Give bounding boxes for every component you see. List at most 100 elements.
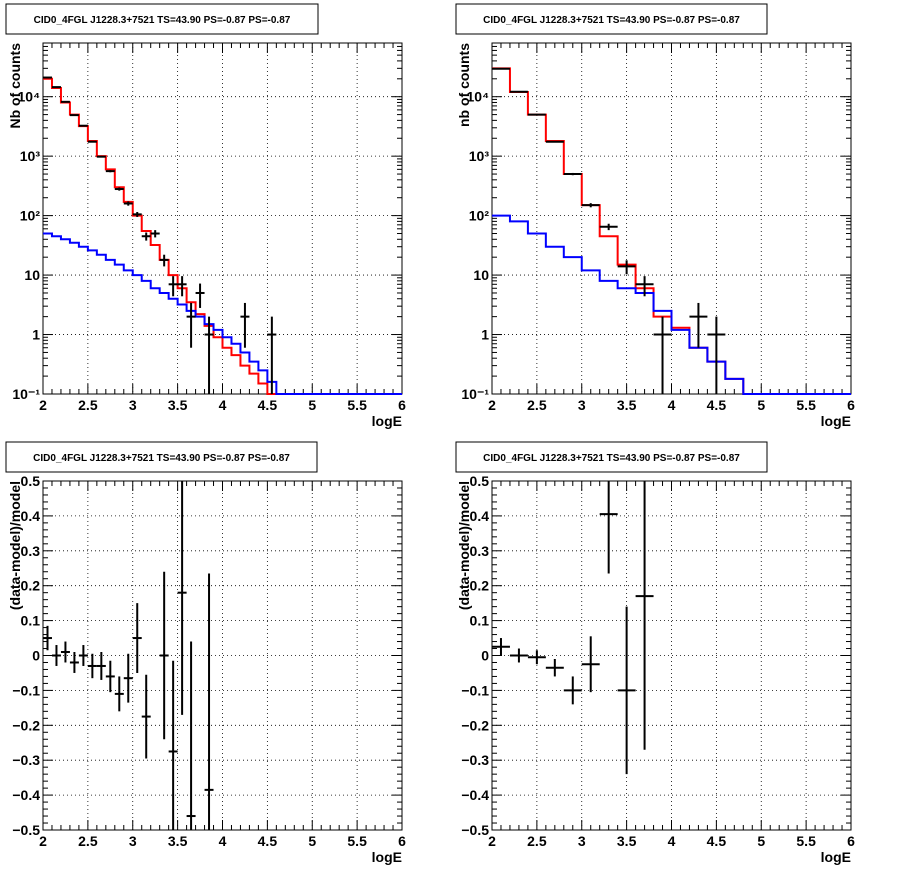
data-point — [195, 283, 205, 308]
data-point — [132, 212, 142, 217]
data-point — [492, 638, 510, 656]
model-series-2 — [492, 214, 851, 395]
y-tick-label: 0 — [481, 648, 489, 664]
data-point — [527, 113, 546, 116]
x-tick-label: 3.5 — [168, 397, 188, 413]
x-tick-label: 4 — [219, 833, 227, 849]
x-tick-label: 6 — [847, 833, 855, 849]
data-point — [599, 481, 618, 574]
y-tick-label: −0.5 — [12, 822, 40, 838]
y-tick-label: 10³ — [20, 148, 41, 164]
data-point — [707, 316, 726, 394]
x-tick-label: 6 — [398, 833, 406, 849]
x-tick-label: 2.5 — [78, 833, 98, 849]
x-tick-label: 3.5 — [617, 833, 637, 849]
y-tick-label: 10⁴ — [18, 89, 41, 105]
data-point — [96, 155, 106, 158]
data-point — [141, 674, 151, 759]
data-point — [114, 187, 124, 191]
data-point — [87, 653, 97, 679]
x-tick-label: 5 — [757, 833, 765, 849]
data-point — [581, 203, 600, 208]
x-tick-label: 6 — [398, 397, 406, 413]
y-tick-label: 1 — [481, 327, 489, 343]
data-point — [150, 230, 160, 238]
data-point — [204, 573, 214, 830]
y-tick-label: −0.5 — [461, 822, 489, 838]
data-point — [51, 645, 61, 666]
y-tick-label: 10⁻¹ — [461, 386, 489, 402]
x-tick-label: 4 — [219, 397, 227, 413]
y-tick-label: 0.1 — [470, 613, 490, 629]
data-point — [60, 100, 70, 103]
data-point — [599, 223, 618, 231]
x-tick-label: 2 — [39, 833, 47, 849]
x-axis-title: logE — [821, 849, 851, 865]
y-tick-label: 10 — [24, 267, 40, 283]
x-tick-label: 3 — [578, 833, 586, 849]
title-box — [5, 441, 318, 473]
x-tick-label: 3.5 — [617, 397, 637, 413]
y-tick-label: 10² — [469, 208, 490, 224]
x-tick-label: 4.5 — [258, 833, 278, 849]
x-tick-label: 5.5 — [796, 833, 816, 849]
data-point — [87, 140, 97, 143]
data-point — [204, 316, 214, 394]
y-axis-title: (data-model)/model — [7, 481, 23, 610]
y-tick-label: −0.2 — [12, 717, 40, 733]
data-point — [159, 571, 169, 740]
data-point — [581, 636, 600, 693]
data-point — [123, 201, 133, 206]
x-tick-label: 5.5 — [347, 397, 367, 413]
x-tick-label: 3 — [129, 833, 137, 849]
x-tick-label: 4 — [668, 833, 676, 849]
y-tick-label: −0.4 — [12, 787, 40, 803]
y-tick-label: −0.1 — [12, 682, 40, 698]
data-point — [563, 676, 582, 705]
x-tick-label: 2 — [488, 397, 496, 413]
chart-title: CID0_4FGL J1228.3+7521 TS=43.90 PS=-0.87… — [33, 453, 290, 464]
y-tick-label: 0.1 — [21, 613, 41, 629]
data-point — [617, 260, 636, 275]
data-point — [132, 603, 142, 673]
y-tick-label: 0.4 — [21, 508, 41, 524]
data-point — [617, 606, 636, 775]
data-point — [123, 653, 133, 703]
data-point — [545, 658, 564, 677]
x-tick-label: 5 — [757, 397, 765, 413]
data-point — [69, 652, 79, 673]
y-axis-title: Nb of counts — [7, 43, 23, 129]
x-tick-label: 4.5 — [707, 833, 727, 849]
x-tick-label: 3 — [578, 397, 586, 413]
x-axis-title: logE — [372, 413, 402, 429]
data-point — [78, 645, 88, 666]
data-point — [635, 276, 654, 297]
data-point — [186, 641, 196, 830]
data-point — [635, 481, 654, 750]
data-point — [159, 254, 169, 267]
x-tick-label: 2.5 — [78, 397, 98, 413]
x-tick-label: 3 — [129, 397, 137, 413]
y-tick-label: 0.4 — [470, 508, 490, 524]
y-tick-label: 10⁻¹ — [12, 386, 40, 402]
y-axis-title: nb of counts — [456, 43, 472, 127]
data-point — [168, 660, 178, 830]
chart-title: CID0_4FGL J1228.3+7521 TS=43.90 PS=-0.87… — [483, 453, 740, 464]
y-tick-label: 10⁴ — [467, 89, 490, 105]
data-point — [563, 172, 582, 176]
data-point — [105, 660, 115, 693]
y-tick-label: −0.3 — [12, 752, 40, 768]
chart-title: CID0_4FGL J1228.3+7521 TS=43.90 PS=-0.87… — [34, 15, 291, 26]
x-axis-title: logE — [821, 413, 851, 429]
y-axis-title: (data-model)/model — [456, 481, 472, 610]
x-tick-label: 2.5 — [527, 833, 547, 849]
data-point — [114, 676, 124, 712]
x-tick-label: 2 — [488, 833, 496, 849]
y-tick-label: 0.3 — [470, 543, 490, 559]
data-point — [653, 316, 672, 394]
x-tick-label: 3.5 — [168, 833, 188, 849]
x-tick-label: 5 — [308, 397, 316, 413]
y-tick-label: 1 — [32, 327, 40, 343]
x-tick-label: 4.5 — [707, 397, 727, 413]
